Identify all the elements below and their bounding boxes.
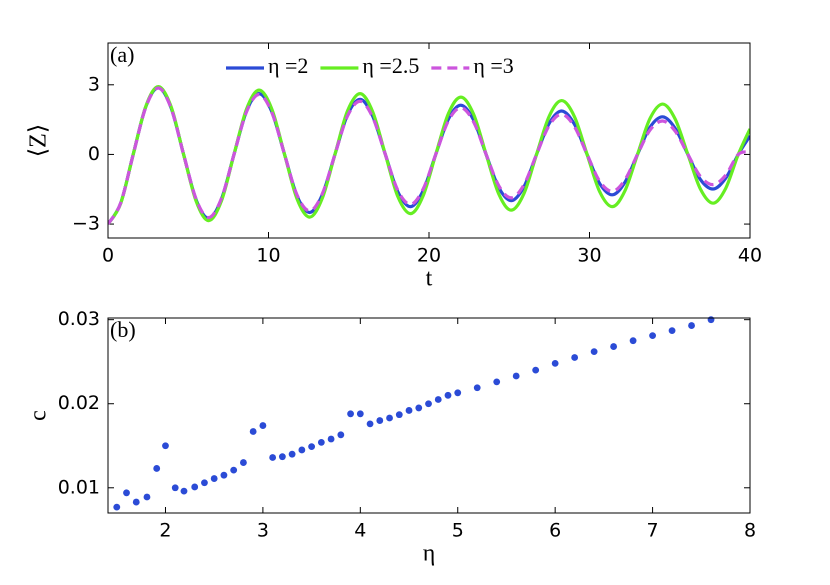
plot-area (108, 43, 750, 238)
point (405, 407, 413, 414)
y-tick-label: −3 (72, 213, 100, 235)
y-tick-label: 3 (88, 73, 100, 95)
panel: 2 3 4 5 6 7 8 0.01 0.02 0.03 η c (b) (26, 308, 757, 566)
point (590, 348, 598, 356)
axes-frame (107, 42, 751, 239)
point (551, 359, 559, 367)
point (425, 400, 432, 408)
legend-label: η =3 (473, 53, 513, 78)
point (180, 487, 188, 495)
point (308, 443, 316, 450)
x-axis-label: η (423, 541, 436, 567)
x-tick-label: 10 (256, 245, 280, 267)
point (298, 446, 306, 454)
point (201, 479, 208, 487)
axes-frame (107, 317, 751, 514)
y-axis-label: c (26, 410, 52, 421)
point (171, 484, 179, 492)
point (347, 410, 354, 418)
x-tick-label: 2 (159, 520, 171, 542)
point (269, 454, 277, 461)
point (356, 410, 364, 418)
point (366, 420, 374, 428)
point (444, 391, 452, 399)
series-line (108, 85, 750, 225)
point (259, 422, 267, 429)
point (688, 322, 695, 329)
y-tick-label: 0 (88, 143, 100, 165)
point (395, 411, 403, 419)
point (210, 475, 218, 482)
point (532, 366, 540, 374)
x-tick-label: 8 (744, 520, 756, 542)
point (337, 431, 345, 439)
point (454, 389, 462, 397)
y-tick-label: 0.02 (58, 392, 100, 414)
point (123, 489, 130, 497)
point (249, 428, 257, 435)
point (240, 459, 247, 466)
y-tick-label: 0.01 (58, 476, 100, 498)
point (162, 442, 169, 450)
x-tick-label: 5 (452, 520, 464, 542)
point (434, 396, 442, 403)
legend-label: η =2 (268, 53, 308, 78)
series-line (108, 86, 750, 225)
point (327, 435, 335, 443)
point (132, 498, 140, 506)
point (317, 438, 325, 446)
point (571, 354, 579, 361)
x-tick-label: 7 (647, 520, 659, 542)
x-tick-label: 40 (738, 245, 762, 267)
legend-label: η =2.5 (362, 53, 419, 78)
point (153, 465, 161, 472)
point (649, 332, 656, 340)
point (278, 453, 286, 461)
point (473, 384, 481, 392)
panel-label: (a) (110, 42, 134, 67)
y-tick-label: 0.03 (58, 308, 100, 330)
point (288, 450, 296, 458)
point (707, 316, 715, 324)
x-tick-label: 4 (354, 520, 366, 542)
point (386, 414, 393, 422)
point (143, 493, 151, 501)
x-tick-label: 6 (549, 520, 561, 542)
point (415, 404, 423, 412)
point (376, 417, 384, 424)
point (610, 343, 618, 350)
point (191, 483, 199, 491)
x-tick-label: 3 (257, 520, 269, 542)
panel-label: (b) (110, 317, 136, 342)
point (629, 337, 637, 345)
x-tick-label: 20 (417, 245, 441, 267)
point (113, 503, 121, 511)
x-axis-label: t (426, 266, 433, 292)
point (220, 471, 228, 479)
y-axis-label: ⟨Z⟩ (26, 124, 52, 157)
point (230, 466, 238, 474)
point (668, 327, 676, 335)
point (493, 378, 501, 386)
point (512, 372, 520, 380)
x-tick-label: 0 (102, 245, 114, 267)
x-tick-label: 30 (577, 245, 601, 267)
